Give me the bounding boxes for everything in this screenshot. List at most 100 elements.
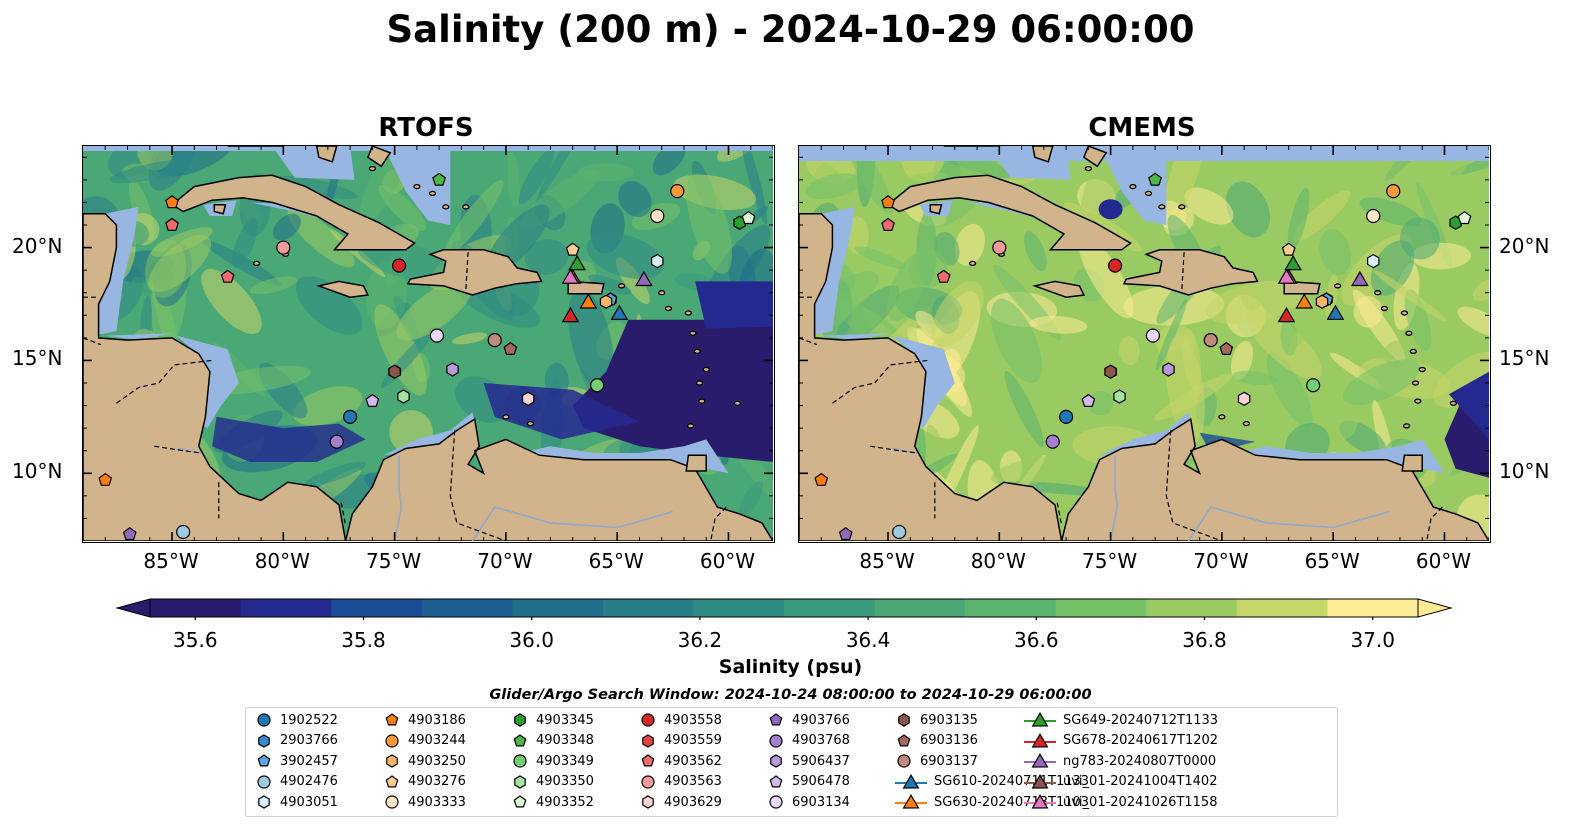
legend-item: uvi_01-20241004T1402 [1023, 773, 1217, 791]
circle-marker-icon [769, 795, 783, 809]
legend-label: 4903559 [664, 733, 722, 748]
lon-tick-label: 85°W [859, 549, 915, 573]
legend-label: 4903051 [280, 794, 338, 810]
station-marker-6903137 [487, 333, 502, 348]
circle-marker-icon [641, 713, 655, 727]
station-marker-6903136 [503, 341, 518, 355]
station-marker-4903250 [1315, 294, 1329, 309]
station-marker-4903186 [814, 472, 829, 486]
station-marker-4903768 [329, 434, 344, 449]
station-marker-uvi_01-20241026T1158 [561, 268, 580, 284]
station-marker-uvi_01-20241026T1158 [1277, 268, 1296, 284]
legend-item: 4903250 [382, 752, 466, 770]
station-marker-1902522 [342, 409, 358, 424]
legend-item: SG678-20240617T1202 [1023, 732, 1218, 750]
lat-tick-label-left: 20°N [12, 233, 63, 258]
station-marker-6903136 [1219, 341, 1234, 355]
pentagon-marker-icon [257, 754, 271, 767]
station-marker-4903244 [1386, 184, 1401, 199]
colorbar-tick-label: 36.2 [677, 628, 723, 652]
lon-tick-label: 70°W [477, 549, 533, 573]
colorbar-tick-label: 36.6 [1014, 628, 1059, 652]
station-marker-4903244 [670, 184, 685, 199]
station-marker-6903134 [429, 328, 445, 343]
station-marker-SG630 [1295, 293, 1314, 309]
lat-tick-label-left: 10°N [12, 459, 63, 484]
legend-item: 4903333 [382, 793, 466, 811]
legend-label: 4903766 [792, 712, 850, 728]
station-marker-4903276 [565, 242, 580, 256]
station-marker-5906437 [1162, 362, 1175, 377]
legend-item: 4903563 [638, 773, 722, 791]
hexagon-marker-icon [258, 733, 270, 748]
hexagon-marker-icon [770, 754, 782, 768]
legend-label: 4903348 [536, 733, 594, 748]
legend-item: 4903051 [254, 793, 338, 811]
station-marker-ng783 [1351, 270, 1369, 287]
legend-label: 4903186 [408, 712, 466, 728]
station-marker-4903629 [521, 391, 535, 406]
legend-item: SG630-20240713T1103 [894, 793, 1089, 811]
legend-label: 4903563 [664, 774, 722, 789]
lon-tick-label: 75°W [365, 549, 422, 573]
legend-item: 4903562 [638, 752, 722, 770]
lat-tick-label-right: 20°N [1499, 233, 1550, 258]
legend-label: 6903137 [920, 753, 978, 769]
legend-label: ng783-20240807T0000 [1063, 753, 1217, 769]
legend-label: 4903345 [536, 712, 594, 728]
circle-marker-icon [769, 733, 783, 748]
circle-marker-icon [641, 774, 655, 789]
lon-tick-label: 60°W [699, 549, 756, 573]
station-marker-4903333 [1366, 208, 1381, 224]
legend-label: 4903768 [792, 733, 850, 748]
pentagon-marker-icon [897, 733, 911, 746]
legend-label: 6903134 [792, 794, 850, 810]
lat-tick-label-left: 15°N [12, 346, 63, 371]
colorbar [115, 598, 1453, 620]
station-marker-4903563 [992, 240, 1007, 255]
station-marker-4903768 [1045, 434, 1060, 449]
legend-label: 5906437 [792, 753, 850, 769]
legend-label: SG630-20240713T1103 [934, 794, 1090, 810]
lon-tick-label: 60°W [1415, 549, 1472, 573]
legend-item: 4903559 [638, 732, 722, 750]
station-marker-4903333 [650, 208, 665, 224]
station-marker-4903563 [276, 240, 291, 255]
legend-label: 4902476 [280, 774, 338, 789]
legend-item: 4903276 [382, 773, 466, 791]
station-marker-5906478 [1081, 393, 1096, 407]
station-marker-6903137 [1203, 333, 1218, 348]
legend-item: 6903135 [894, 711, 978, 729]
station-marker-4903349 [1306, 378, 1321, 393]
search-window-text: Glider/Argo Search Window: 2024-10-24 08… [489, 687, 1092, 703]
legend-item: 2903766 [254, 732, 338, 750]
station-marker-SG649 [1284, 255, 1302, 271]
legend-label: 4903352 [536, 794, 594, 810]
legend-label: 2903766 [280, 733, 338, 748]
station-marker-SG649 [568, 255, 586, 271]
legend-item: 6903134 [766, 793, 850, 811]
station-marker-SG610 [1326, 304, 1345, 320]
legend-label: SG649-20240712T1133 [1063, 712, 1219, 728]
legend-label: 6903135 [920, 712, 978, 728]
triangle-marker-icon [1024, 732, 1056, 748]
pentagon-marker-icon [385, 713, 399, 726]
legend-item: 4903352 [510, 793, 594, 811]
pentagon-marker-icon [385, 774, 399, 787]
station-marker-5906437 [446, 362, 459, 377]
station-marker-4903562 [936, 269, 951, 283]
legend-label: 4903629 [664, 794, 722, 810]
station-marker-5906478 [365, 393, 380, 407]
legend-label: 4903562 [664, 753, 722, 769]
lon-tick-label: 65°W [1304, 549, 1360, 573]
legend-item: 4903766 [766, 711, 850, 729]
station-marker-SG610 [610, 304, 629, 320]
legend-item: 4902476 [254, 773, 338, 791]
station-marker-4903558 [391, 258, 407, 273]
lon-tick-label: 80°W [254, 549, 310, 573]
hexagon-marker-icon [514, 713, 526, 727]
pentagon-marker-icon [769, 774, 783, 787]
station-marker-4903352 [1457, 210, 1472, 225]
legend-item: 4903244 [382, 732, 466, 750]
hexagon-marker-icon [258, 795, 270, 809]
